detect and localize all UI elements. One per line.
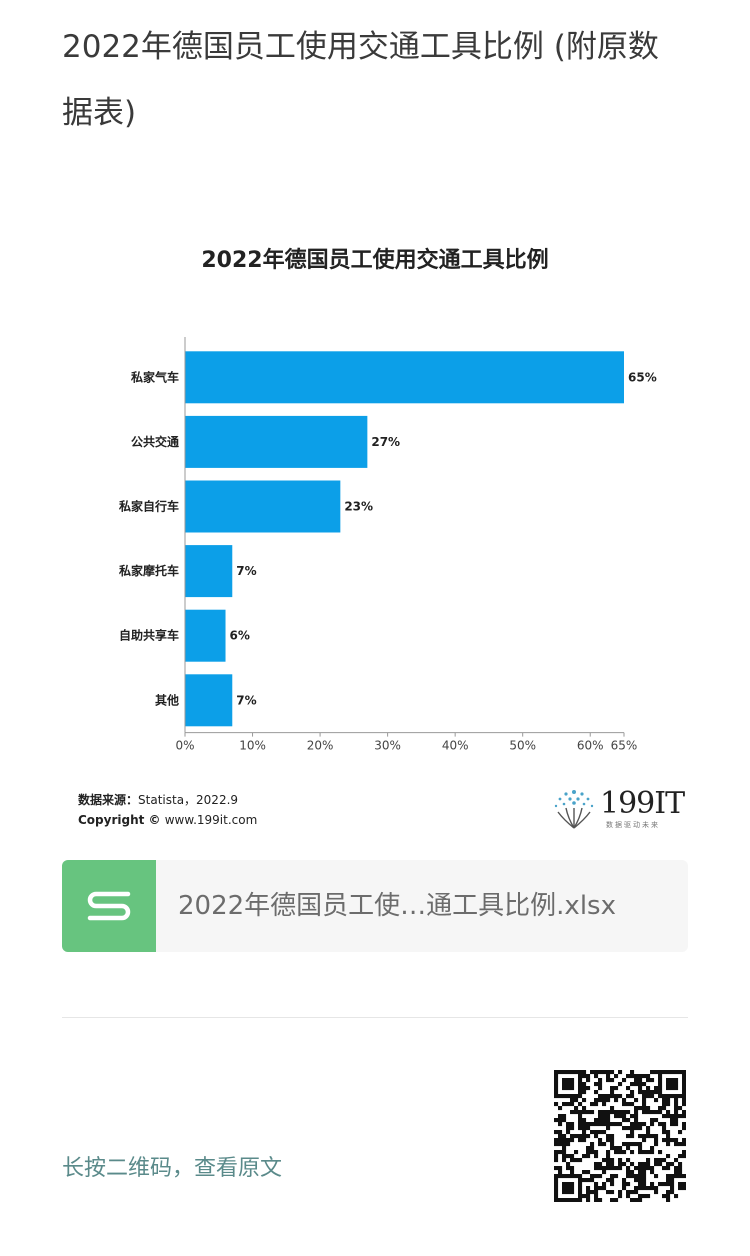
x-tick-label-7: 65%	[611, 739, 638, 753]
bar-chart: 私家气车 65% 公共交通 27% 私家自行车 23% 私家摩托车 7% 自助共享车 6% 其他 7%…	[118, 337, 657, 753]
bar-0	[185, 351, 624, 404]
x-tick-label-2: 20%	[307, 739, 334, 753]
x-tick-label-5: 50%	[509, 739, 536, 753]
value-label-0: 65%	[628, 370, 657, 384]
category-label-0: 私家气车	[130, 369, 179, 384]
category-label-3: 私家摩托车	[118, 563, 179, 578]
xlsx-attachment-card[interactable]: 2022年德国员工使…通工具比例.xlsx	[62, 860, 688, 952]
qr-code-icon[interactable]	[554, 1070, 686, 1202]
qr-hint-text: 长按二维码，查看原文	[62, 1156, 283, 1181]
copyright-value: www.199it.com	[164, 813, 258, 827]
article-title: 2022年德国员工使用交通工具比例 (附原数据表)	[62, 29, 659, 131]
category-label-5: 其他	[155, 692, 179, 707]
x-tick-label-3: 30%	[374, 739, 401, 753]
copyright-label: Copyright ©	[78, 813, 161, 827]
chart-image: 2022年德国员工使用交通工具比例 私家气车 65% 公共交通 27% 私家自行车 23%…	[62, 218, 688, 840]
bar-4	[185, 609, 226, 662]
source-value: Statista，2022.9	[138, 793, 239, 807]
category-label-4: 自助共享车	[119, 628, 179, 643]
x-tick-label-1: 10%	[239, 739, 266, 753]
logo-tagline: 数据驱动未来	[606, 821, 660, 829]
x-tick-label-0: 0%	[175, 739, 194, 753]
bar-2	[185, 480, 341, 533]
source-label: 数据来源：	[78, 793, 139, 807]
bar-1	[185, 415, 368, 468]
divider	[62, 1017, 688, 1018]
value-label-4: 6%	[230, 629, 250, 643]
chart-title: 2022年德国员工使用交通工具比例	[201, 248, 549, 273]
bar-3	[185, 545, 233, 598]
value-label-1: 27%	[371, 435, 400, 449]
bar-5	[185, 674, 233, 727]
spreadsheet-s-icon	[62, 860, 156, 952]
value-label-2: 23%	[344, 500, 373, 514]
chart-source: 数据来源：Statista，2022.9 Copyright © www.199…	[78, 790, 257, 830]
199it-logo: 199IT 数据驱动未来	[550, 786, 685, 834]
category-label-1: 公共交通	[131, 434, 179, 449]
x-tick-label-6: 60%	[577, 739, 604, 753]
value-label-5: 7%	[236, 693, 256, 707]
attachment-file-name: 2022年德国员工使…通工具比例.xlsx	[178, 891, 616, 921]
x-tick-label-4: 40%	[442, 739, 469, 753]
logo-burst-icon	[554, 790, 594, 829]
value-label-3: 7%	[236, 564, 256, 578]
logo-text: 199IT	[600, 786, 685, 821]
category-label-2: 私家自行车	[118, 499, 179, 514]
